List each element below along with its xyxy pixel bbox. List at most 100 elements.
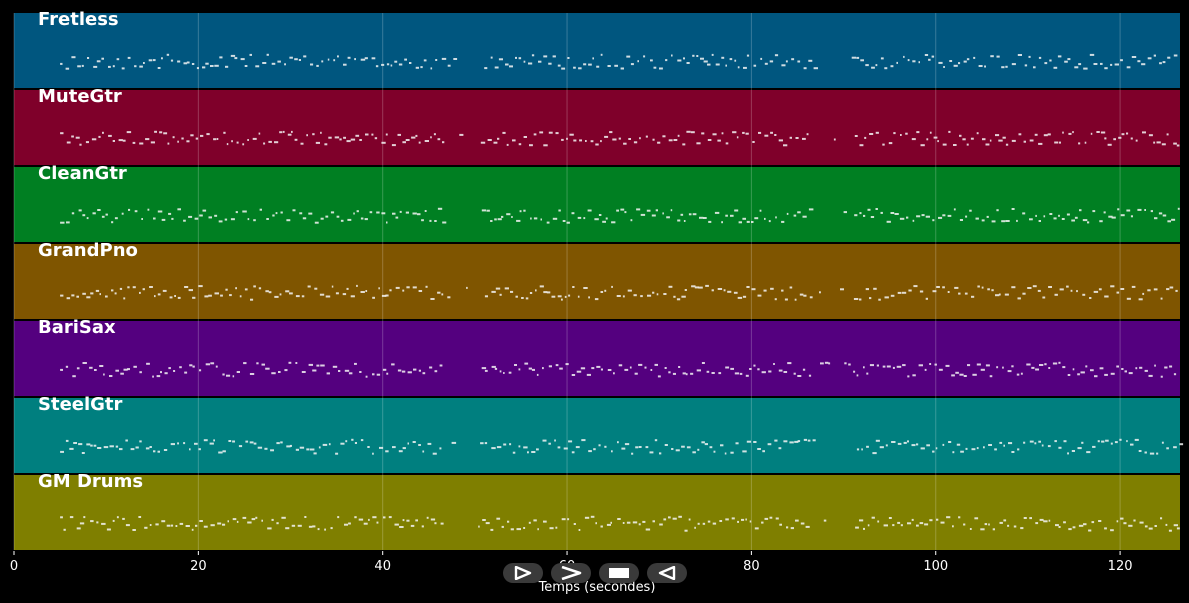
track-lane [14, 244, 1180, 319]
note-mark [188, 215, 193, 218]
note-mark [429, 366, 433, 369]
note-mark [1158, 212, 1163, 215]
note-mark [89, 366, 93, 369]
note-mark [418, 141, 421, 144]
note-mark [806, 133, 809, 136]
note-mark [103, 446, 109, 449]
note-mark [561, 138, 564, 141]
note-mark [63, 528, 66, 531]
note-mark [274, 295, 279, 298]
stop-button[interactable] [599, 563, 639, 583]
note-mark [90, 520, 94, 523]
note-mark [721, 221, 723, 224]
note-mark [314, 221, 319, 224]
note-mark [510, 290, 514, 293]
note-mark [512, 451, 516, 454]
note-mark [364, 57, 368, 60]
note-mark [903, 441, 907, 444]
note-mark [252, 137, 257, 140]
note-mark [386, 63, 390, 66]
note-mark [867, 208, 871, 211]
note-mark [598, 444, 601, 447]
note-mark [543, 144, 548, 147]
note-mark [179, 366, 182, 369]
note-mark [164, 372, 168, 375]
note-mark [745, 518, 747, 521]
note-mark [167, 142, 170, 145]
note-mark [161, 218, 166, 221]
note-mark [402, 519, 405, 522]
note-mark [1007, 524, 1010, 527]
note-mark [613, 372, 615, 375]
note-mark [336, 215, 340, 218]
note-mark [998, 293, 1001, 296]
note-mark [1176, 144, 1180, 147]
note-mark [71, 135, 74, 138]
note-mark [1034, 133, 1038, 136]
note-mark [692, 54, 695, 57]
note-mark [60, 62, 63, 65]
note-mark [96, 521, 99, 524]
note-mark [1054, 440, 1057, 443]
note-mark [497, 137, 500, 140]
note-mark [959, 134, 962, 137]
note-mark [715, 63, 720, 66]
note-mark [789, 136, 792, 139]
note-mark [637, 60, 639, 63]
note-mark [991, 289, 994, 292]
play-button[interactable] [551, 563, 591, 583]
note-mark [1153, 288, 1158, 291]
note-mark [433, 133, 436, 136]
note-mark [932, 290, 937, 293]
note-mark [762, 450, 765, 453]
note-mark [147, 208, 150, 211]
note-mark [789, 441, 794, 444]
note-mark [97, 447, 102, 449]
note-mark [576, 370, 582, 373]
note-mark [1090, 132, 1093, 135]
note-mark [696, 55, 699, 57]
track-lane [14, 13, 1180, 88]
note-mark [394, 523, 399, 526]
note-mark [383, 516, 386, 519]
note-mark [271, 518, 274, 521]
note-mark [1043, 215, 1046, 218]
note-mark [381, 63, 385, 66]
note-mark [299, 212, 303, 215]
note-mark [245, 440, 249, 443]
note-mark [1099, 220, 1103, 223]
note-mark [557, 295, 562, 298]
note-mark [523, 60, 526, 63]
note-mark [573, 139, 577, 142]
note-mark [690, 372, 694, 375]
note-mark [1120, 59, 1123, 62]
note-mark [284, 63, 286, 66]
note-mark [231, 140, 233, 143]
note-mark [417, 213, 421, 216]
note-mark [190, 134, 194, 137]
note-mark [222, 450, 226, 453]
note-mark [663, 293, 667, 295]
note-mark [1029, 440, 1034, 443]
note-mark [653, 66, 657, 69]
note-mark [486, 209, 490, 212]
note-mark [638, 363, 643, 366]
note-mark [614, 64, 618, 67]
note-mark [1029, 139, 1034, 142]
note-mark [316, 64, 319, 67]
play-from-start-button[interactable] [503, 563, 543, 583]
note-mark [342, 293, 347, 296]
note-mark [996, 55, 1000, 58]
note-mark [138, 516, 142, 518]
note-mark [1023, 441, 1026, 444]
note-mark [1017, 54, 1022, 56]
note-mark [253, 285, 256, 288]
note-mark [360, 291, 365, 293]
note-mark [360, 217, 364, 220]
note-mark [265, 290, 269, 293]
rewind-button[interactable] [647, 563, 687, 583]
note-mark [508, 371, 512, 374]
note-mark [936, 286, 940, 288]
note-mark [266, 53, 269, 56]
note-mark [730, 451, 734, 454]
